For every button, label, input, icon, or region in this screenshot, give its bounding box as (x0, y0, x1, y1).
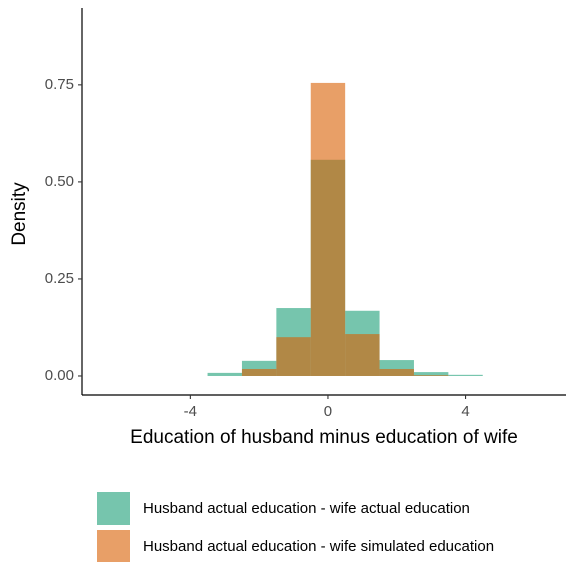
bar (345, 334, 380, 376)
bar (207, 372, 242, 376)
y-tick-label: 0.50 (45, 173, 74, 190)
bar (379, 368, 414, 376)
bar (413, 372, 449, 376)
y-tick-label: 0.75 (45, 76, 74, 93)
x-tick-label: 0 (324, 403, 332, 420)
legend-label: Husband actual education - wife simulate… (143, 538, 494, 555)
legend-swatch (97, 530, 130, 562)
y-axis-title: Density (9, 182, 30, 246)
bar (310, 82, 346, 376)
y-tick-label: 0.00 (45, 367, 74, 384)
bar (448, 374, 483, 376)
bar (241, 368, 277, 376)
bar (276, 337, 311, 376)
x-tick-label: 4 (461, 403, 469, 420)
legend-swatch (97, 492, 130, 525)
bar (413, 375, 449, 376)
legend-label: Husband actual education - wife actual e… (143, 500, 470, 517)
x-tick-label: -4 (184, 403, 197, 420)
x-axis-title: Education of husband minus education of … (130, 427, 518, 448)
y-tick-label: 0.25 (45, 270, 74, 287)
